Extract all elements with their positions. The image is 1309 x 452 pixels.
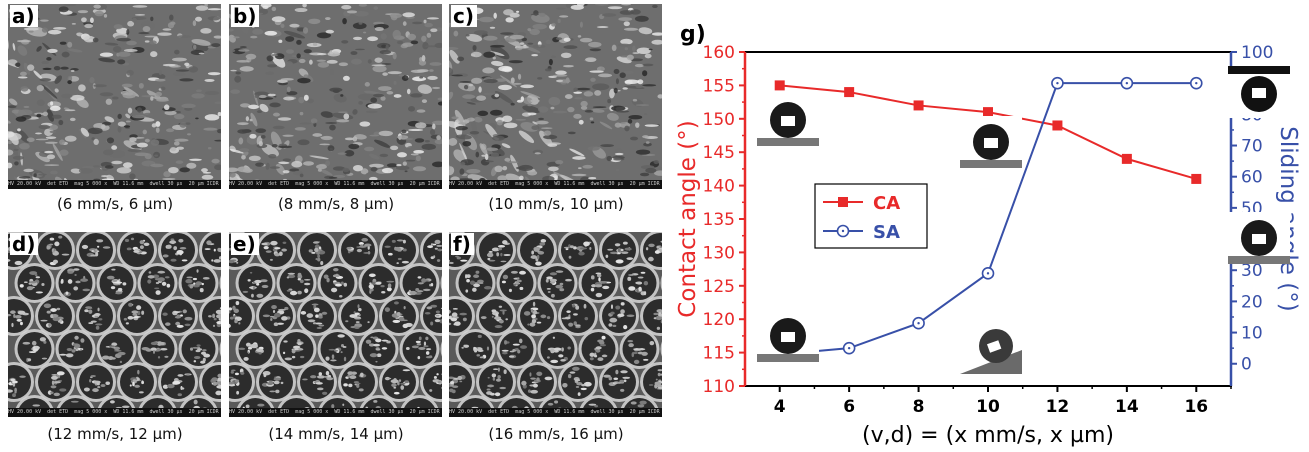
legend-label-sa: SA xyxy=(873,222,900,243)
panel-label-d: d) xyxy=(10,233,39,255)
x-tick-label: 6 xyxy=(843,397,855,417)
x-tick-label: 12 xyxy=(1046,397,1070,417)
left-tick-label: 135 xyxy=(703,210,735,230)
sem-info-bar: HV 20.00 kV det ETD mag 5 000 x WD 11.6 mm d… xyxy=(449,408,662,417)
caption-c: (10 mm/s, 10 µm) xyxy=(488,195,624,213)
sa-point-dot xyxy=(1125,81,1129,85)
right-tick-label: 100 xyxy=(1241,43,1273,63)
ca-point xyxy=(774,80,785,91)
x-tick-label: 16 xyxy=(1184,397,1208,417)
sem-image-e xyxy=(229,232,442,409)
ca-point xyxy=(913,100,924,111)
ca-point xyxy=(1191,173,1202,184)
left-tick-label: 160 xyxy=(703,43,735,63)
right-tick-label: 0 xyxy=(1241,355,1252,375)
caption-a: (6 mm/s, 6 µm) xyxy=(56,195,174,213)
left-tick-label: 110 xyxy=(703,377,735,397)
right-tick-label: 30 xyxy=(1241,261,1263,281)
caption-d: (12 mm/s, 12 µm) xyxy=(47,425,183,443)
legend-label-ca: CA xyxy=(873,193,900,214)
ca-point xyxy=(1052,120,1063,131)
right-tick-label: 60 xyxy=(1241,168,1263,188)
x-tick-label: 10 xyxy=(976,397,1000,417)
sa-point-dot xyxy=(1195,81,1198,85)
sem-panel-e: e) HV 20.00 kV det ETD mag 5 000 x WD 11.6 … xyxy=(229,232,442,417)
droplet-inset-sa-10 xyxy=(960,322,1022,374)
sem-info-bar: HV 20.00 kV det ETD mag 5 000 x WD 11.6 mm d… xyxy=(229,408,442,417)
left-tick-label: 120 xyxy=(703,310,735,330)
caption-e: (14 mm/s, 14 µm) xyxy=(268,425,404,443)
left-axis-label: Contact angle (°) xyxy=(675,120,701,317)
sem-image-d xyxy=(8,232,221,409)
panel-label-e: e) xyxy=(231,233,259,255)
sem-image-f xyxy=(449,232,662,409)
right-tick-label: 20 xyxy=(1241,292,1263,312)
right-tick-label: 70 xyxy=(1241,137,1263,157)
droplet-inset-sa-4 xyxy=(757,310,819,362)
left-tick-label: 155 xyxy=(703,76,735,96)
x-axis-label: (v,d) = (x mm/s, x µm) xyxy=(862,423,1114,448)
contact-sliding-angle-chart: 110 115 120 125 130 135 140 145 150 155 160 0 10 20 30… xyxy=(675,43,1301,448)
legend-marker-ca xyxy=(838,197,848,207)
caption-b: (8 mm/s, 8 µm) xyxy=(277,195,395,213)
sem-panel-f: f) HV 20.00 kV det ETD mag 5 000 x WD 11.6 … xyxy=(449,232,662,417)
panel-label-b: b) xyxy=(231,5,260,27)
left-tick-label: 140 xyxy=(703,177,735,197)
ca-point xyxy=(844,87,855,98)
sem-panel-a: a) HV 20.00 kV det ETD mag 5 000 x WD 11.6 … xyxy=(8,4,221,189)
sem-panel-b: b) HV 20.00 kV det ETD mag 5 000 x WD 11.6 … xyxy=(229,4,442,189)
legend-box xyxy=(814,183,928,249)
left-tick-label: 130 xyxy=(703,243,735,263)
sem-panel-c: c) HV 20.00 kV det ETD mag 5 000 x WD 11.6 … xyxy=(449,4,662,189)
sem-image-b xyxy=(229,4,442,181)
sa-point-dot xyxy=(1056,81,1059,85)
x-tick-label: 4 xyxy=(774,397,786,417)
sem-image-a xyxy=(8,4,221,181)
left-tick-label: 145 xyxy=(703,143,735,163)
sa-point-dot xyxy=(847,346,851,350)
legend-marker-sa-dot xyxy=(841,229,845,233)
droplet-inset-ca-10 xyxy=(960,116,1022,168)
x-tick-label: 8 xyxy=(913,397,925,417)
sa-point-dot xyxy=(917,322,920,325)
sem-image-c xyxy=(449,4,662,181)
droplet-inset-ca-16 xyxy=(1228,212,1290,264)
sem-info-bar: HV 20.00 kV det ETD mag 5 000 x WD 11.6 mm d… xyxy=(8,180,221,189)
sem-info-bar: HV 20.00 kV det ETD mag 5 000 x WD 11.6 mm d… xyxy=(229,180,442,189)
ca-point xyxy=(1121,153,1132,164)
chart-panel-label: g) xyxy=(680,22,706,47)
sa-point-dot xyxy=(986,272,990,275)
left-tick-label: 125 xyxy=(703,277,735,297)
caption-f: (16 mm/s, 16 µm) xyxy=(488,425,624,443)
droplet-inset-ca-4 xyxy=(757,94,819,146)
panel-label-a: a) xyxy=(10,5,38,27)
left-tick-label: 150 xyxy=(703,110,735,130)
ca-point xyxy=(983,107,993,118)
panel-label-c: c) xyxy=(451,5,477,27)
right-tick-label: 10 xyxy=(1241,324,1263,344)
sem-info-bar: HV 20.00 kV det ETD mag 5 000 x WD 11.6 mm d… xyxy=(449,180,662,189)
sem-panel-d: d) HV 20.00 kV det ETD mag 5 000 x WD 11.6 … xyxy=(8,232,221,417)
panel-label-f: f) xyxy=(451,233,474,255)
droplet-inset-sa-16 xyxy=(1228,66,1290,118)
left-tick-label: 115 xyxy=(703,344,735,364)
sem-info-bar: HV 20.00 kV det ETD mag 5 000 x WD 11.6 mm d… xyxy=(8,408,221,417)
x-tick-label: 14 xyxy=(1115,397,1139,417)
